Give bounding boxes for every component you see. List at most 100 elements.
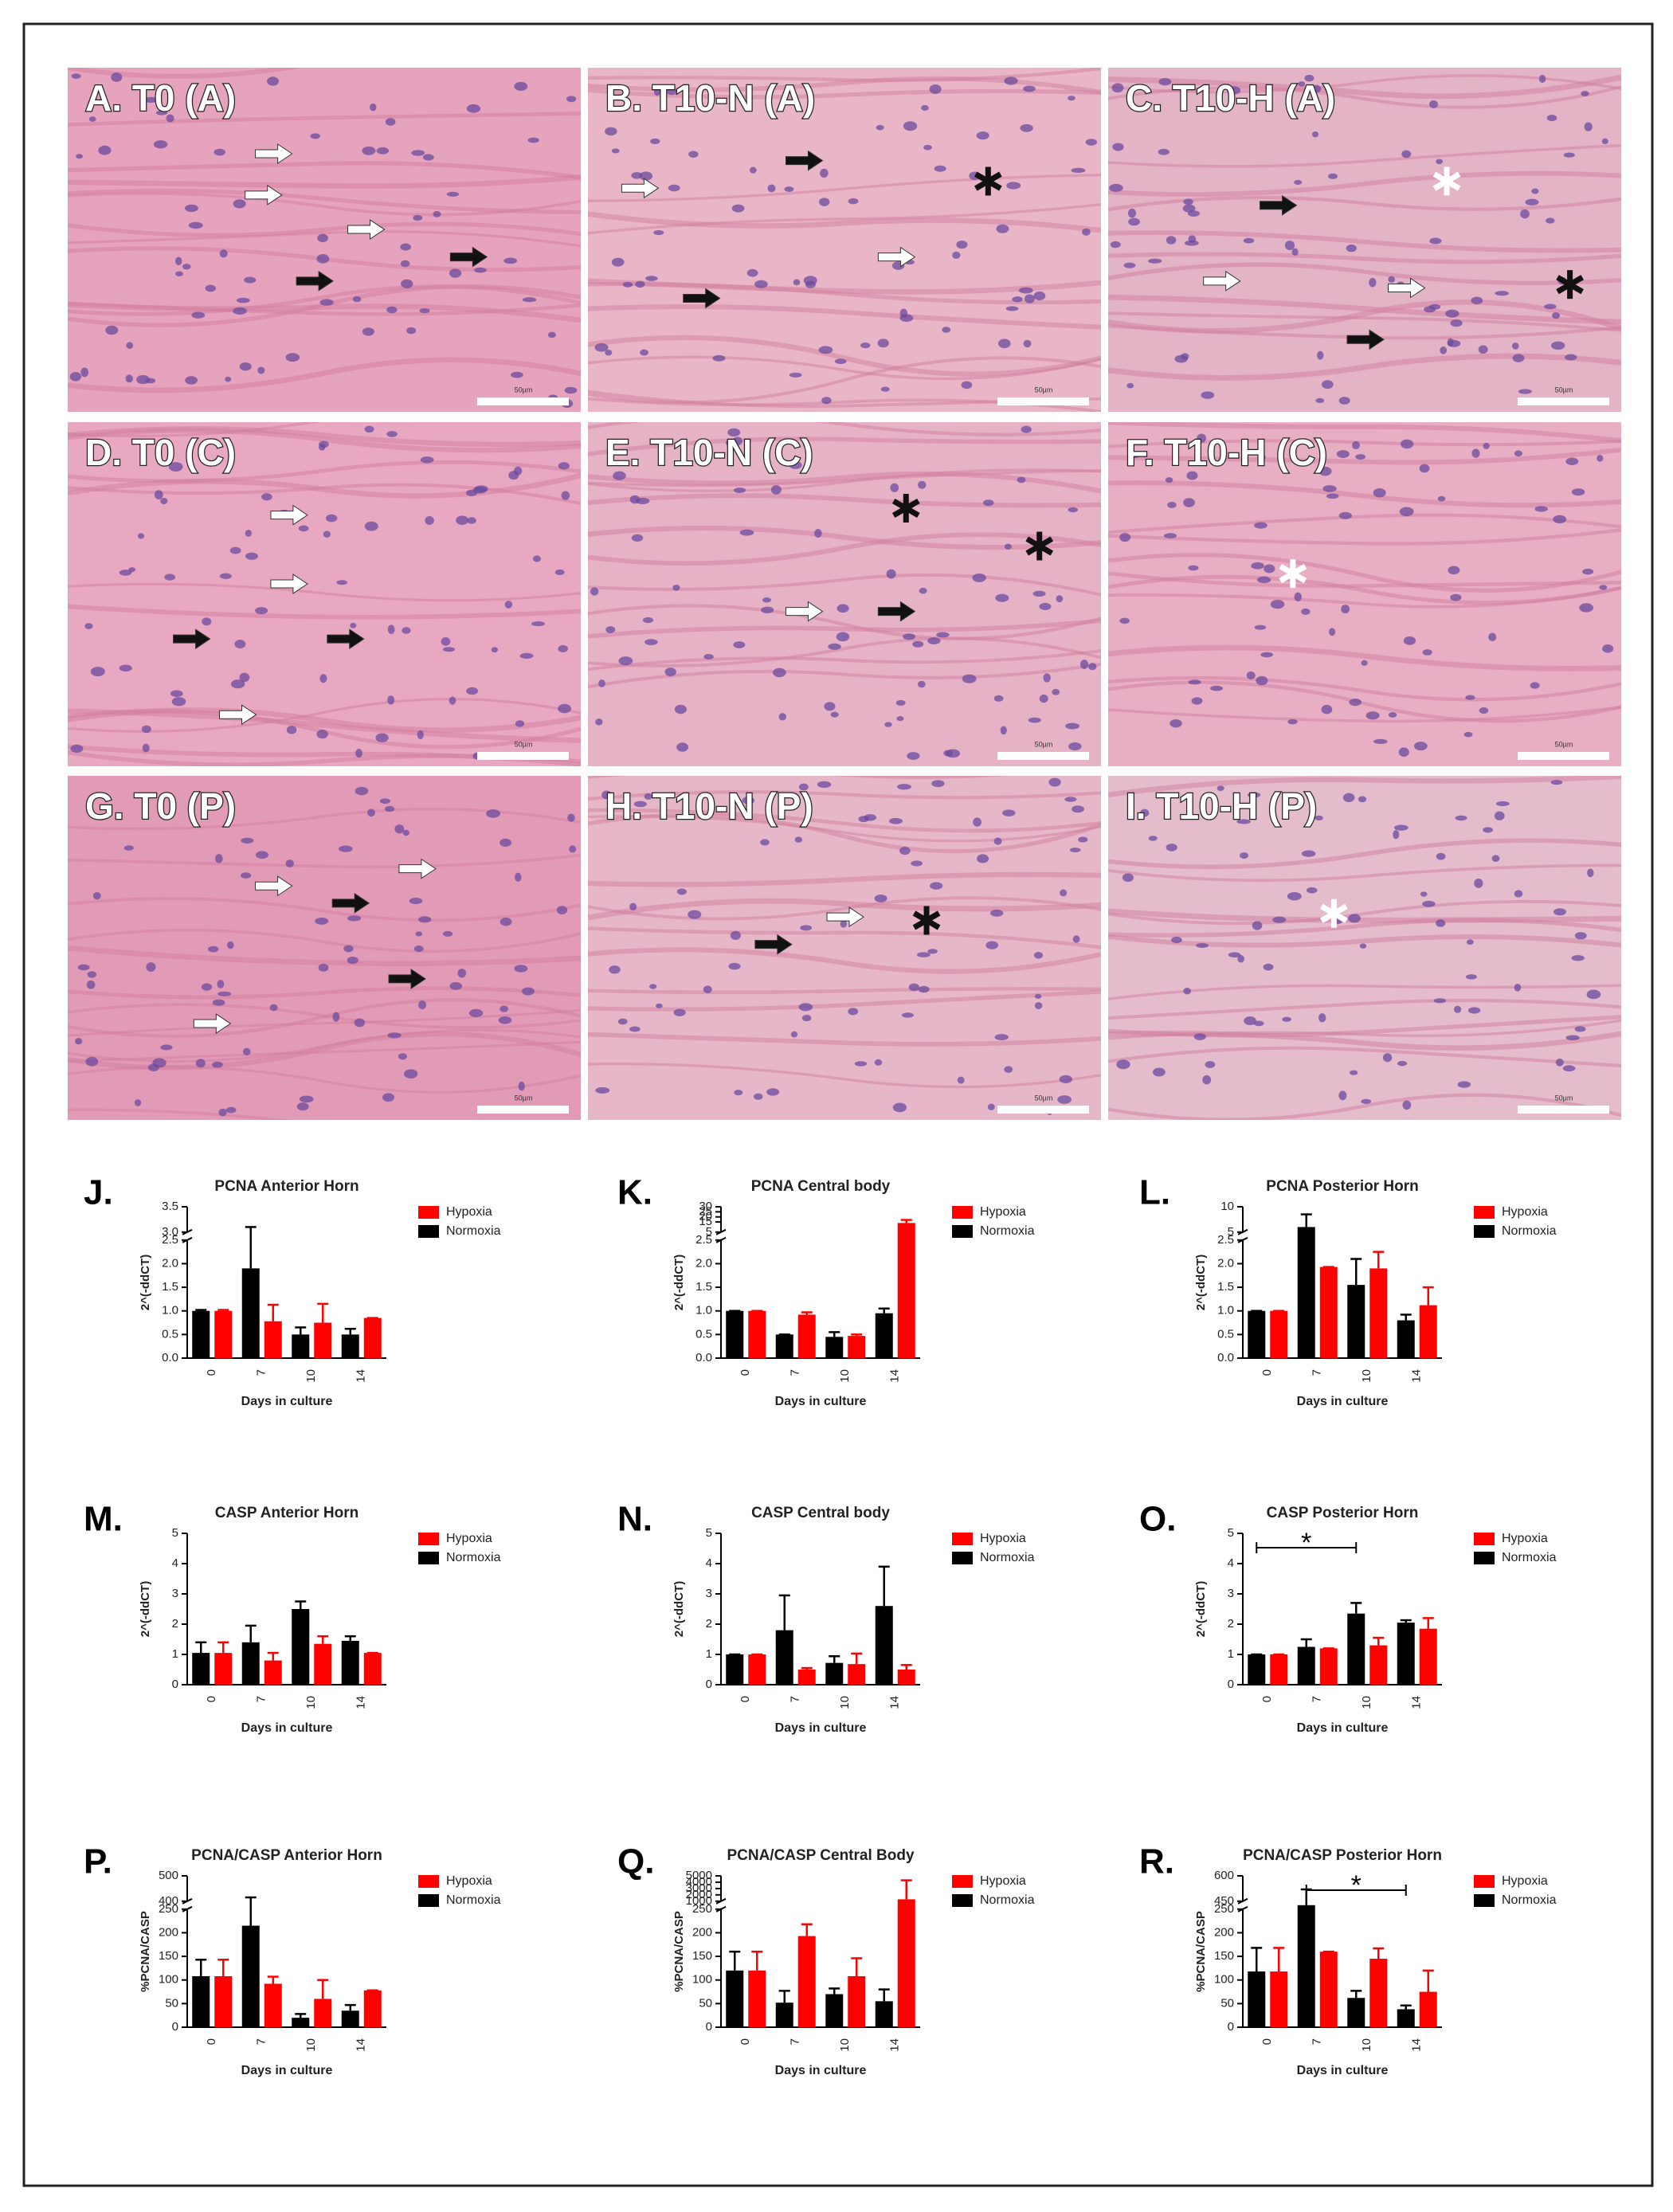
fiber <box>588 604 1101 640</box>
nucleus <box>1479 707 1489 714</box>
bar <box>192 1975 210 2027</box>
fiber <box>588 1032 1101 1047</box>
nucleus <box>92 891 101 900</box>
nucleus <box>404 1069 418 1079</box>
bar <box>341 1640 359 1685</box>
nucleus <box>1170 719 1182 728</box>
nucleus <box>727 428 741 437</box>
chart-title: PCNA Anterior Horn <box>214 1178 358 1195</box>
legend-swatch <box>952 1206 973 1219</box>
y-tick-label: 3000 <box>686 1881 712 1895</box>
nucleus <box>86 980 96 989</box>
nucleus <box>1467 1007 1481 1014</box>
fiber <box>68 174 581 189</box>
nucleus <box>1361 1098 1372 1104</box>
nucleus <box>1017 476 1026 484</box>
fiber <box>1108 675 1621 702</box>
nucleus <box>1270 599 1285 609</box>
nucleus <box>514 81 528 92</box>
nucleus <box>836 604 849 613</box>
arrow <box>347 219 386 240</box>
x-tick-label: 0 <box>1260 1369 1274 1376</box>
nucleus <box>1382 1053 1393 1063</box>
nucleus <box>98 145 112 155</box>
nucleus <box>1512 354 1525 362</box>
nucleus <box>1587 868 1594 878</box>
nucleus <box>1085 139 1098 146</box>
nucleus <box>1582 568 1594 575</box>
nucleus <box>145 378 156 384</box>
fiber <box>588 493 1101 508</box>
nucleus <box>218 1108 227 1117</box>
y-tick-label: 1 <box>1228 1647 1234 1661</box>
nucleus <box>1110 241 1121 249</box>
nucleus <box>1550 780 1563 785</box>
nucleus <box>1445 309 1459 318</box>
arrow <box>270 504 308 526</box>
nucleus <box>778 713 787 721</box>
y-tick-label: 15 <box>699 1215 712 1228</box>
x-tick-label: 10 <box>1360 1369 1373 1383</box>
fiber <box>1108 705 1621 723</box>
fiber <box>588 437 1101 456</box>
nucleus <box>1251 562 1264 570</box>
nucleus <box>666 88 677 96</box>
nucleus <box>1069 848 1081 853</box>
x-tick-label: 10 <box>304 1369 318 1383</box>
nucleus <box>386 306 398 314</box>
y-tick-label: 0 <box>1228 2020 1234 2034</box>
x-tick-label: 14 <box>355 2038 368 2052</box>
chart-title: CASP Posterior Horn <box>1267 1505 1419 1521</box>
nucleus <box>466 687 479 695</box>
nucleus <box>1436 159 1444 165</box>
fiber <box>588 282 1101 305</box>
fiber <box>588 68 1101 83</box>
nucleus <box>515 720 525 727</box>
chart-letter: O. <box>1139 1500 1176 1539</box>
nucleus <box>1447 338 1454 346</box>
nucleus <box>889 817 903 824</box>
legend-label: Normoxia <box>1502 1224 1557 1238</box>
nucleus <box>884 722 892 727</box>
nucleus <box>645 639 658 646</box>
nucleus <box>1032 590 1046 597</box>
nucleus <box>1246 671 1256 679</box>
nucleus <box>789 460 802 469</box>
nucleus <box>1258 453 1266 462</box>
nucleus <box>234 640 246 649</box>
x-tick-label: 7 <box>789 1369 802 1376</box>
nucleus <box>703 985 712 993</box>
x-tick-label: 10 <box>838 1369 852 1383</box>
nucleus <box>754 280 768 288</box>
y-tick-label: 600 <box>1214 1869 1234 1882</box>
scale-bar <box>1518 1106 1609 1114</box>
bar <box>1297 1646 1315 1685</box>
x-tick-label: 14 <box>1410 1369 1424 1383</box>
legend-label: Normoxia <box>446 1893 501 1907</box>
y-tick-label: 100 <box>1214 1973 1234 1987</box>
nucleus <box>784 186 794 192</box>
nucleus <box>899 846 911 855</box>
nucleus <box>1437 495 1446 502</box>
nucleus <box>1004 76 1018 85</box>
nucleus <box>601 790 613 800</box>
y-tick-label: 4 <box>706 1556 712 1570</box>
nucleus <box>239 362 252 371</box>
nucleus <box>1571 955 1585 961</box>
bar <box>726 1970 744 2027</box>
bar <box>341 1334 359 1358</box>
scale-bar-label: 50µm <box>515 740 533 748</box>
fiber <box>588 947 1101 974</box>
nucleus <box>1463 731 1473 738</box>
nucleus <box>929 84 942 94</box>
fiber <box>1108 294 1621 325</box>
nucleus <box>449 268 462 278</box>
panel-label: B. T10-N (A) <box>605 77 815 119</box>
nucleus <box>1004 543 1012 550</box>
nucleus <box>332 1012 340 1022</box>
panel-label: E. T10-N (C) <box>605 432 813 473</box>
nucleus <box>897 784 911 790</box>
fiber <box>1108 85 1621 109</box>
nucleus <box>1494 811 1505 820</box>
fiber <box>588 896 1101 921</box>
